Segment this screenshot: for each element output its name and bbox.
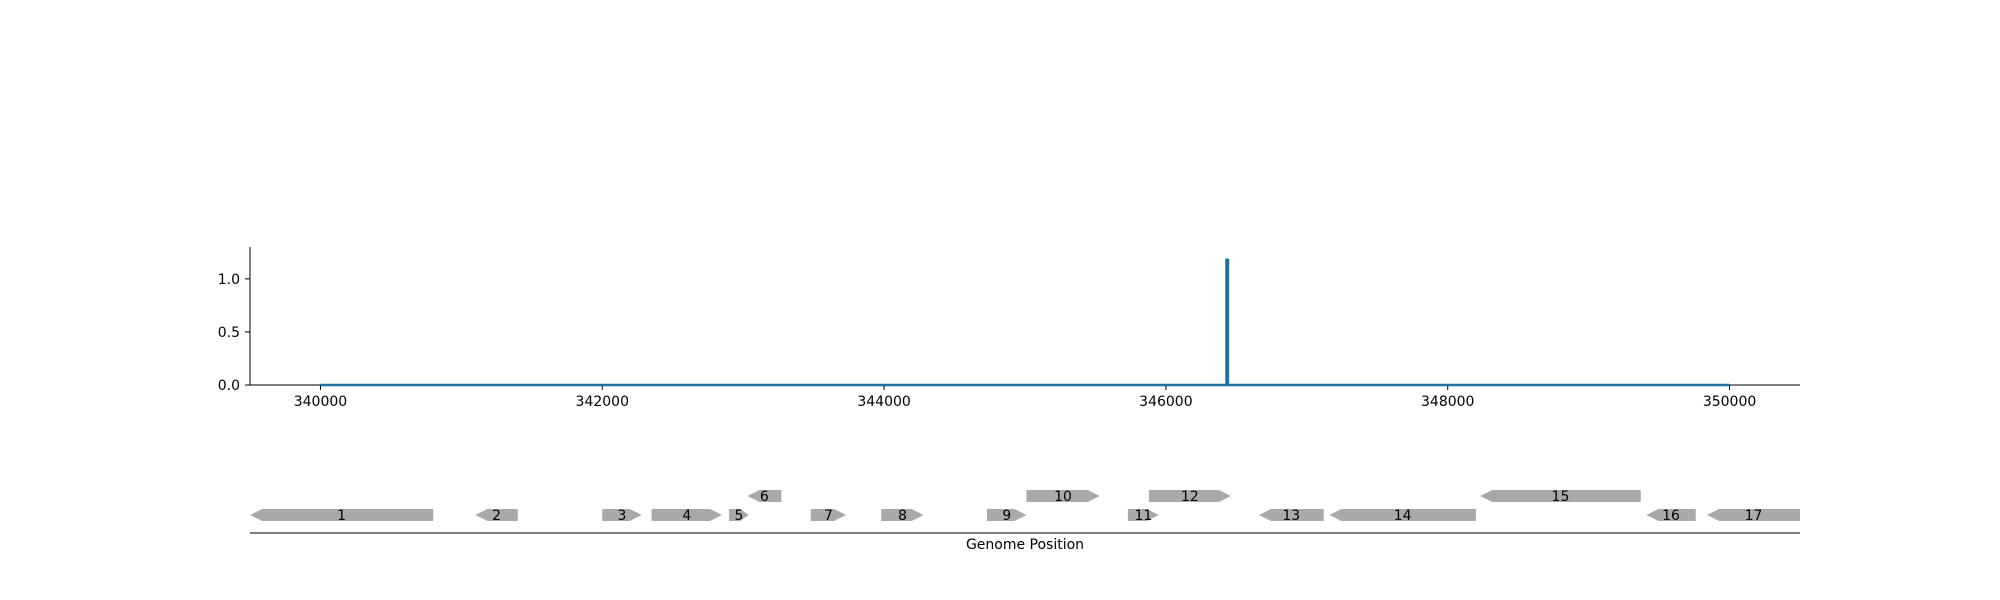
gene-label: 17 <box>1745 508 1763 524</box>
gene-arrow <box>1646 509 1696 521</box>
gene-feature: 5 <box>729 508 749 524</box>
gene-label: 2 <box>492 508 501 524</box>
gene-label: 15 <box>1552 489 1570 505</box>
gene-label: 14 <box>1394 508 1412 524</box>
x-tick-label: 348000 <box>1421 394 1474 410</box>
x-tick-label: 342000 <box>576 394 629 410</box>
gene-feature: 10 <box>1026 489 1100 505</box>
gene-arrow <box>602 509 642 521</box>
gene-label: 11 <box>1134 508 1152 524</box>
y-tick-label: 0.5 <box>218 325 240 341</box>
series-layer <box>320 258 1730 387</box>
gene-label: 10 <box>1054 489 1072 505</box>
coverage-series-line <box>320 258 1730 387</box>
gene-label: 8 <box>898 508 907 524</box>
gene-label: 6 <box>760 489 769 505</box>
gene-arrow <box>729 509 749 521</box>
gene-arrow <box>1258 509 1324 521</box>
gene-arrow <box>250 509 434 521</box>
gene-feature: 17 <box>1707 508 1800 524</box>
gene-label: 4 <box>682 508 691 524</box>
gene-arrow <box>475 509 518 521</box>
gene-label: 1 <box>337 508 346 524</box>
coverage-panel: 0.0 0.5 1.0 340000 342000 344000 346000 348000… <box>218 247 1800 410</box>
gene-label: 7 <box>824 508 833 524</box>
gene-arrow <box>1329 509 1476 521</box>
x-tick-label: 344000 <box>857 394 910 410</box>
x-tick-label: 346000 <box>1139 394 1192 410</box>
gene-label: 12 <box>1181 489 1199 505</box>
gene-label: 5 <box>734 508 743 524</box>
x-tick-label: 350000 <box>1703 394 1756 410</box>
gene-arrow <box>881 509 924 521</box>
gene-label: 3 <box>618 508 627 524</box>
y-ticks: 0.0 0.5 1.0 <box>218 272 250 394</box>
gene-arrow <box>747 490 782 502</box>
gene-label: 16 <box>1662 508 1680 524</box>
gene-feature: 13 <box>1258 508 1324 524</box>
gene-feature: 7 <box>810 508 847 524</box>
gene-feature: 6 <box>747 489 782 505</box>
gene-feature: 16 <box>1646 508 1696 524</box>
gene-arrow <box>1026 490 1100 502</box>
gene-arrow <box>986 509 1027 521</box>
gene-feature: 2 <box>475 508 518 524</box>
gene-feature: 12 <box>1149 489 1231 505</box>
gene-arrow <box>651 509 723 521</box>
gene-feature: 14 <box>1329 508 1476 524</box>
gene-arrow <box>1149 490 1231 502</box>
y-tick-label: 1.0 <box>218 272 240 288</box>
gene-feature: 8 <box>881 508 924 524</box>
x-axis-title: Genome Position <box>966 537 1084 553</box>
x-ticks: 340000 342000 344000 346000 348000 350000 <box>294 385 1756 410</box>
gene-feature: 9 <box>986 508 1027 524</box>
gene-feature: 11 <box>1127 508 1159 524</box>
gene-feature: 3 <box>602 508 642 524</box>
gene-feature: 1 <box>250 508 434 524</box>
gene-arrow <box>1707 509 1800 521</box>
y-tick-label: 0.0 <box>218 378 240 394</box>
gene-label: 13 <box>1282 508 1300 524</box>
gene-feature: 15 <box>1480 489 1641 505</box>
x-tick-label: 340000 <box>294 394 347 410</box>
gene-label: 9 <box>1002 508 1011 524</box>
gene-arrow <box>1127 509 1159 521</box>
gene-arrow <box>1480 490 1641 502</box>
gene-feature: 4 <box>651 508 723 524</box>
gene-arrow <box>810 509 847 521</box>
